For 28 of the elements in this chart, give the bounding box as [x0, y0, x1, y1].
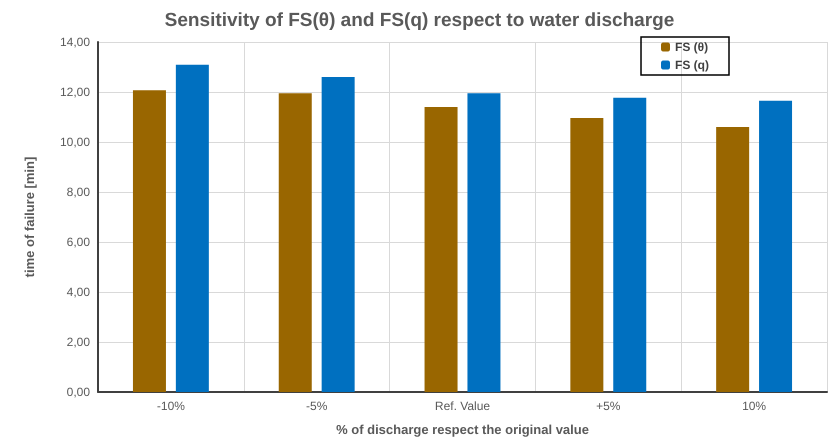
chart-title: Sensitivity of FS(θ) and FS(q) respect to water discharge: [164, 10, 674, 31]
bar: [613, 98, 646, 392]
x-tick-label: -5%: [306, 399, 328, 413]
y-tick-label: 2,00: [66, 335, 90, 349]
bar: [570, 118, 604, 392]
bar: [322, 77, 355, 392]
y-tick-label: 0,00: [66, 385, 90, 399]
bar: [424, 107, 458, 392]
x-tick-label: Ref. Value: [434, 399, 490, 413]
y-tick-label: 12,00: [60, 85, 90, 99]
bar: [716, 127, 750, 392]
bar: [278, 93, 312, 392]
y-tick-label: 8,00: [66, 185, 90, 199]
x-tick-label: -10%: [156, 399, 186, 413]
legend-label: FS (q): [675, 58, 710, 72]
y-tick-label: 14,00: [60, 35, 90, 49]
bar: [176, 64, 209, 392]
bar: [467, 93, 500, 392]
y-tick-label: 4,00: [66, 285, 90, 299]
legend-label: FS (θ): [675, 40, 708, 54]
bar: [759, 100, 792, 392]
y-tick-label: 6,00: [66, 235, 90, 249]
bar: [132, 90, 166, 392]
y-axis-title: time of failure [min]: [22, 156, 37, 278]
y-tick-label: 10,00: [60, 135, 90, 149]
x-tick-label: 10%: [742, 399, 766, 413]
x-tick-label: +5%: [596, 399, 621, 413]
x-axis-title: % of discharge respect the original value: [336, 422, 589, 437]
